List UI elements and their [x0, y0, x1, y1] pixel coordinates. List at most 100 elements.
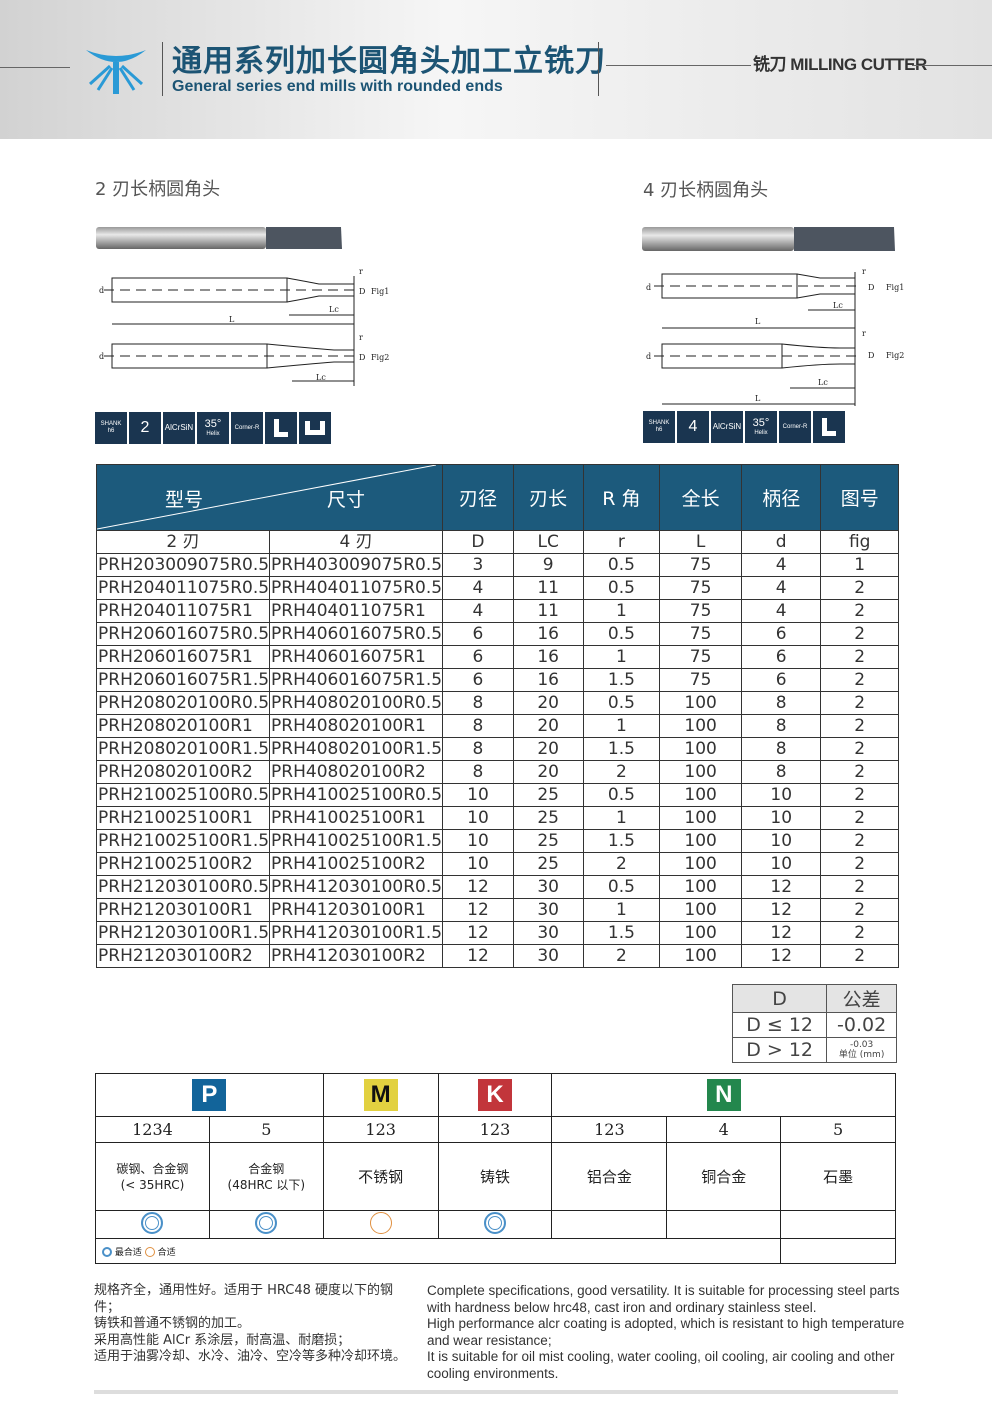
helix-angle: 35°: [204, 418, 222, 430]
value-cell: 0.5: [582, 576, 661, 600]
value-cell: 2: [820, 576, 899, 600]
u-shape-icon: [299, 412, 331, 444]
divider: [912, 65, 992, 66]
value-cell: 6: [740, 622, 822, 646]
value-cell: 20: [512, 714, 584, 738]
model-cell: PRH210025100R1: [95, 806, 271, 830]
value-cell: 12: [442, 875, 514, 899]
label-r: r: [862, 268, 866, 276]
description-line: cooling environments.: [427, 1365, 559, 1381]
helix-label: Helix: [206, 431, 220, 437]
tol-head-d: D: [731, 984, 828, 1013]
value-cell: 10: [740, 852, 822, 876]
material-name: 铜合金: [666, 1142, 782, 1211]
value-cell: 2: [820, 668, 899, 692]
subheader-cell: D: [442, 530, 514, 554]
material-number: 123: [437, 1116, 553, 1143]
value-cell: 100: [659, 921, 742, 945]
value-cell: 6: [442, 668, 514, 692]
label-d: d: [646, 352, 651, 361]
value-cell: 12: [740, 921, 822, 945]
value-cell: 11: [512, 599, 584, 623]
page-header: 通用系列加长圆角头加工立铣刀 General series end mills …: [0, 0, 992, 139]
tool-drawing-4-flute: d L Lc r D Fig1 d Lc L r D Fig2: [646, 268, 904, 406]
best-ring-icon: [141, 1211, 164, 1234]
header-shank: 柄径: [740, 464, 822, 531]
model-cell: PRH408020100R0.5: [269, 691, 444, 715]
description-line: It is suitable for oil mist cooling, wat…: [427, 1349, 895, 1364]
model-cell: PRH410025100R2: [269, 852, 444, 876]
label-fig2: Fig2: [886, 351, 904, 360]
model-cell: PRH210025100R0.5: [95, 783, 271, 807]
header-radius: R 角: [582, 464, 661, 531]
table-row: PRH208020100R1 PRH408020100R1 8 20 1 100 8 2: [95, 714, 899, 738]
material-name: 碳钢、合金钢 (< 35HRC): [95, 1142, 210, 1211]
model-cell: PRH404011075R0.5: [269, 576, 444, 600]
label-D: D: [868, 351, 874, 360]
table-row: PRH204011075R1 PRH404011075R1 4 11 1 75 4 2: [95, 599, 899, 623]
value-cell: 2: [820, 737, 899, 761]
page-subtitle: General series end mills with rounded en…: [172, 78, 503, 95]
value-cell: 10: [442, 852, 514, 876]
suitability-cell: [208, 1210, 324, 1239]
label-Lc: Lc: [316, 373, 326, 382]
model-cell: PRH412030100R0.5: [269, 875, 444, 899]
value-cell: 2: [820, 898, 899, 922]
feature-icons-4-flute: SHANK h6 4 AlCrSiN 35° Helix Corner-R: [643, 411, 845, 443]
value-cell: 3: [442, 553, 514, 577]
legend-best: 最合适: [114, 1247, 142, 1258]
subheader-cell: 4 刃: [269, 530, 444, 554]
value-cell: 10: [442, 806, 514, 830]
value-cell: 25: [512, 829, 584, 853]
material-number: 5: [780, 1116, 896, 1143]
table-row: PRH212030100R2 PRH412030100R2 12 30 2 100 12 2: [95, 944, 899, 968]
value-cell: 100: [659, 898, 742, 922]
value-cell: 12: [740, 898, 822, 922]
subheader-cell: L: [659, 530, 742, 554]
flutes-count: 2: [140, 419, 150, 436]
label-L: L: [755, 317, 761, 326]
value-cell: 9: [512, 553, 584, 577]
model-size-header: 型号 尺寸: [95, 464, 444, 531]
model-cell: PRH210025100R1.5: [95, 829, 271, 853]
model-cell: PRH212030100R0.5: [95, 875, 271, 899]
group-badge-n: N: [706, 1079, 741, 1111]
label-fig2: Fig2: [371, 353, 389, 362]
corner-r-label: Corner-R: [782, 423, 808, 430]
description-line: 适用于油雾冷却、水冷、油冷、空冷等多种冷却环境。: [94, 1349, 407, 1364]
value-cell: 30: [512, 944, 584, 968]
description-line: 规格齐全，通用性好。适用于 HRC48 硬度以下的钢件；: [94, 1283, 394, 1315]
value-cell: 30: [512, 875, 584, 899]
value-cell: 75: [659, 645, 742, 669]
label-Lc: Lc: [833, 301, 843, 310]
suitable-ring-icon: [369, 1211, 392, 1234]
value-cell: 6: [740, 668, 822, 692]
model-cell: PRH204011075R0.5: [95, 576, 271, 600]
value-cell: 16: [512, 622, 584, 646]
value-cell: 12: [740, 875, 822, 899]
model-cell: PRH212030100R1: [95, 898, 271, 922]
label-Lc: Lc: [818, 378, 828, 387]
table-row: PRH212030100R1.5 PRH412030100R1.5 12 30 1.5 1…: [95, 921, 899, 945]
shank-tolerance: h6: [655, 427, 663, 433]
tol-value: -0.03: [849, 1040, 874, 1050]
value-cell: 20: [512, 760, 584, 784]
value-cell: 8: [442, 737, 514, 761]
material-number: 123: [551, 1116, 668, 1143]
corner-r-label: Corner-R: [234, 424, 260, 431]
coating-icon: AlCrSiN: [163, 412, 195, 444]
label-Lc: Lc: [329, 305, 339, 314]
table-row: PRH204011075R0.5 PRH404011075R0.5 4 11 0.5 75…: [95, 576, 899, 600]
label-d: d: [99, 286, 104, 295]
description-line: 采用高性能 AlCr 系涂层，耐高温、耐磨损；: [94, 1332, 351, 1348]
model-cell: PRH412030100R1.5: [269, 921, 444, 945]
value-cell: 75: [659, 599, 742, 623]
value-cell: 20: [512, 691, 584, 715]
value-cell: 2: [820, 921, 899, 945]
value-cell: 6: [442, 645, 514, 669]
tol-value: -0.02: [826, 1012, 897, 1038]
best-ring-icon: [102, 1247, 112, 1257]
value-cell: 100: [659, 760, 742, 784]
value-cell: 100: [659, 852, 742, 876]
